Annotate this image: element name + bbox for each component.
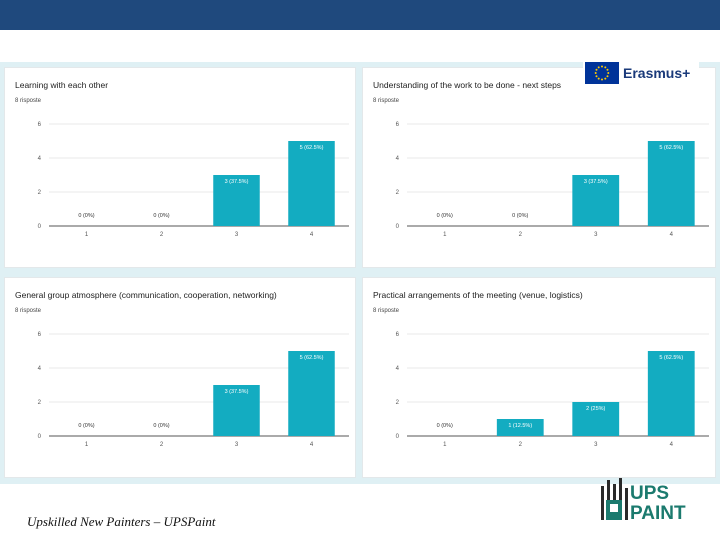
bar [288,351,335,436]
chart-card-1: Learning with each other 8 risposte 0 2 4 6… [4,67,356,268]
data-label: 3 (37.5%) [225,389,249,395]
data-label: 3 (37.5%) [584,179,608,185]
y-tick-label: 0 [396,434,400,440]
data-label: 5 (62.5%) [659,145,683,151]
y-tick-label: 2 [396,400,400,406]
chart-subtitle: 8 risposte [15,308,42,314]
y-tick-label: 4 [396,366,400,372]
chart-title: Understanding of the work to be done - n… [373,80,562,90]
x-tick-label: 4 [670,442,674,448]
chart-subtitle: 8 risposte [15,98,42,104]
data-label: 0 (0%) [78,423,94,429]
y-tick-label: 6 [38,122,42,128]
y-tick-label: 0 [38,224,42,230]
y-tick-label: 0 [38,434,42,440]
ups-logo-text: UPS [630,483,670,504]
footer-caption: Upskilled New Painters – UPSPaint [27,514,216,529]
chart-card-3: General group atmosphere (communication,… [4,277,356,478]
data-label: 0 (0%) [437,213,453,219]
y-tick-label: 4 [396,156,400,162]
header-bar [0,0,720,30]
bar [213,175,260,226]
bar-chart: 0 2 4 6 0 (0%) 1 0 (0%) 2 3 (37.5%) 3 5 (62.5%) 4 [38,332,349,448]
data-label: 0 (0%) [153,213,169,219]
bar [288,141,335,226]
bar [572,175,620,226]
chart-title: General group atmosphere (communication,… [15,290,277,300]
bar [496,419,544,436]
x-tick-label: 4 [310,442,314,448]
x-tick-label: 4 [670,232,674,238]
chart-title: Learning with each other [15,80,109,90]
data-label: 2 (25%) [586,406,605,412]
x-tick-label: 2 [160,442,164,448]
bar-chart: 0 2 4 6 0 (0%) 1 0 (0%) 2 3 (37.5%) 3 5 (62.5%) 4 [38,122,349,238]
x-tick-label: 1 [85,442,89,448]
bar-chart: 0 2 4 6 0 (0%) 1 1 (12.5%) 2 2 (25%) 3 5 (62.5%) 4 [396,332,709,448]
y-tick-label: 6 [38,332,42,338]
data-label: 5 (62.5%) [659,355,683,361]
data-label: 0 (0%) [153,423,169,429]
bar-chart: 0 2 4 6 0 (0%) 1 0 (0%) 2 3 (37.5%) 3 5 (62.5%) 4 [396,122,709,238]
data-label: 1 (12.5%) [508,423,532,429]
y-tick-label: 4 [38,156,42,162]
x-tick-label: 2 [160,232,164,238]
paint-logo-text: PAINT [630,503,686,524]
data-label: 5 (62.5%) [300,145,324,151]
chart-subtitle: 8 risposte [373,98,400,104]
erasmus-logo-text: Erasmus+ [623,65,691,81]
x-tick-label: 3 [594,232,598,238]
x-tick-label: 2 [519,232,523,238]
y-tick-label: 2 [396,190,400,196]
data-label: 3 (37.5%) [225,179,249,185]
x-tick-label: 1 [443,442,447,448]
x-tick-label: 1 [85,232,89,238]
x-tick-label: 1 [443,232,447,238]
erasmus-logo: Erasmus+ [583,60,699,88]
y-tick-label: 2 [38,400,42,406]
upspaint-logo: UPS PAINT [598,476,702,528]
eu-flag-icon [585,62,619,84]
x-tick-label: 3 [235,442,239,448]
x-tick-label: 2 [519,442,523,448]
bar [647,141,695,226]
data-label: 0 (0%) [437,423,453,429]
x-tick-label: 3 [594,442,598,448]
x-tick-label: 4 [310,232,314,238]
data-label: 0 (0%) [78,213,94,219]
y-tick-label: 6 [396,122,400,128]
chart-title: Practical arrangements of the meeting (v… [373,290,583,300]
chart-card-2: Understanding of the work to be done - n… [362,67,716,268]
data-label: 0 (0%) [512,213,528,219]
bar [572,402,620,436]
data-label: 5 (62.5%) [300,355,324,361]
y-tick-label: 6 [396,332,400,338]
bar [213,385,260,436]
chart-subtitle: 8 risposte [373,308,400,314]
y-tick-label: 0 [396,224,400,230]
bar [647,351,695,436]
paint-brush-icon [601,478,628,520]
x-tick-label: 3 [235,232,239,238]
chart-card-4: Practical arrangements of the meeting (v… [362,277,716,478]
y-tick-label: 4 [38,366,42,372]
y-tick-label: 2 [38,190,42,196]
